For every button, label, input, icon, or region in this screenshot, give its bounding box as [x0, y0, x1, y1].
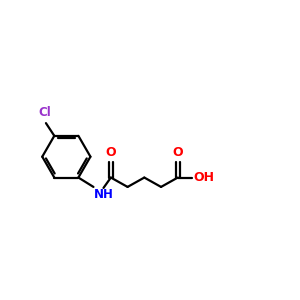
- Text: O: O: [172, 146, 183, 159]
- Text: OH: OH: [194, 171, 215, 184]
- Text: O: O: [106, 146, 116, 159]
- Text: Cl: Cl: [38, 106, 51, 119]
- Text: NH: NH: [94, 188, 114, 201]
